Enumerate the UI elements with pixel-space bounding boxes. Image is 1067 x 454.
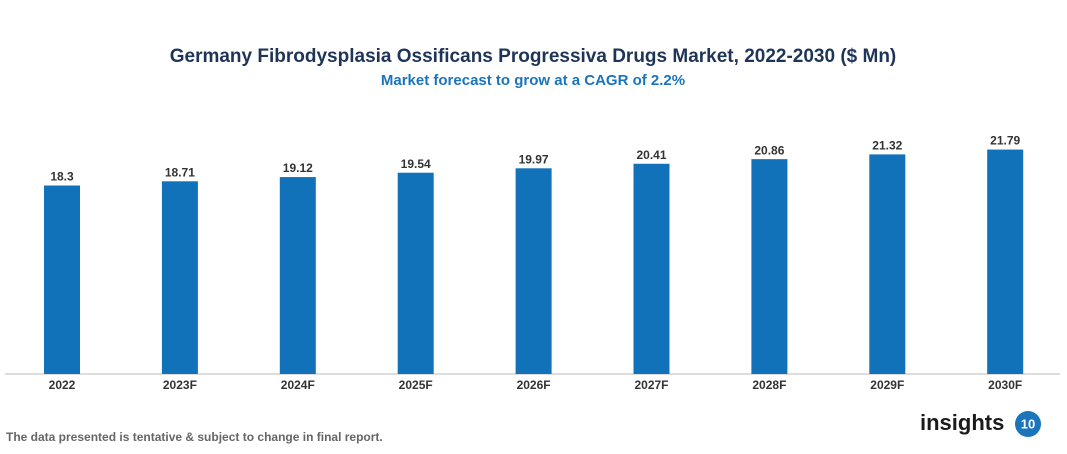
value-label: 20.41 xyxy=(636,148,666,162)
value-label: 19.54 xyxy=(401,157,431,171)
x-tick-label: 2024F xyxy=(281,378,315,392)
bar xyxy=(633,163,670,374)
bar xyxy=(397,172,434,374)
x-tick-label: 2022 xyxy=(49,378,76,392)
logo-text: insights xyxy=(920,410,1004,435)
value-label: 19.97 xyxy=(519,152,549,166)
logo-badge-text: 10 xyxy=(1021,416,1035,431)
x-tick-label: 2023F xyxy=(163,378,197,392)
footnote: The data presented is tentative & subjec… xyxy=(6,430,383,444)
x-tick-label: 2028F xyxy=(752,378,786,392)
chart-title: Germany Fibrodysplasia Ossificans Progre… xyxy=(170,46,897,67)
chart-subtitle: Market forecast to grow at a CAGR of 2.2… xyxy=(381,72,685,89)
value-label: 18.71 xyxy=(165,165,195,179)
bar xyxy=(515,168,552,374)
x-tick-label: 2027F xyxy=(634,378,668,392)
bar xyxy=(279,177,316,374)
x-tick-label: 2029F xyxy=(870,378,904,392)
bar xyxy=(44,185,80,374)
value-label: 19.12 xyxy=(283,161,313,175)
logo-badge xyxy=(1015,411,1041,437)
value-label: 18.3 xyxy=(50,170,74,184)
bar xyxy=(987,149,1024,374)
bar xyxy=(869,154,906,374)
value-label: 21.79 xyxy=(990,134,1020,148)
value-label: 21.32 xyxy=(872,139,902,153)
x-tick-label: 2030F xyxy=(988,378,1022,392)
x-tick-label: 2025F xyxy=(399,378,433,392)
x-tick-label: 2026F xyxy=(517,378,551,392)
bar xyxy=(161,181,198,374)
value-label: 20.86 xyxy=(754,143,784,157)
bar xyxy=(751,159,788,374)
